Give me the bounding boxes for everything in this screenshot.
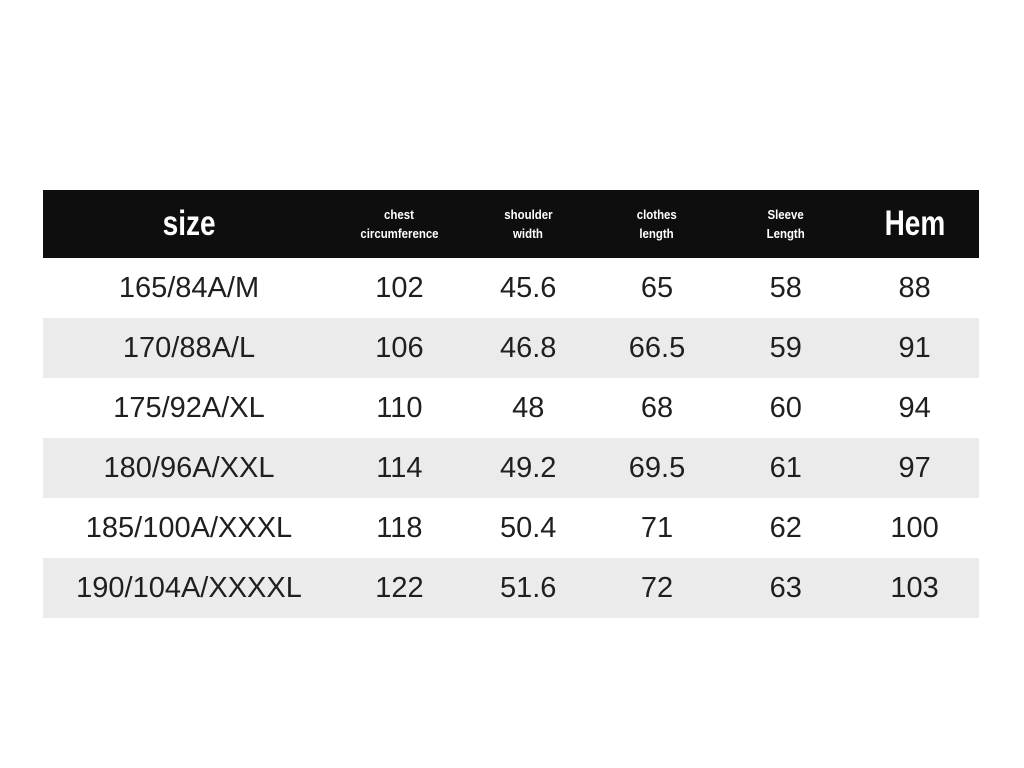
cell-size: 185/100A/XXXL [43, 498, 335, 558]
shoulder-value: 51.6 [499, 571, 557, 604]
clothes-value: 68 [640, 391, 674, 424]
header-chest-line1: chest [384, 206, 415, 222]
cell-hem: 88 [850, 258, 979, 318]
cell-sleeve: 58 [721, 258, 850, 318]
size-value: 165/84A/M [118, 271, 260, 304]
size-value: 175/92A/XL [113, 391, 265, 424]
table-row: 165/84A/M 102 45.6 65 58 88 [43, 258, 979, 318]
cell-size: 175/92A/XL [43, 378, 335, 438]
header-hem-label: Hem [884, 204, 945, 243]
cell-clothes: 71 [593, 498, 722, 558]
cell-shoulder: 45.6 [464, 258, 593, 318]
table-row: 175/92A/XL 110 48 68 60 94 [43, 378, 979, 438]
cell-clothes: 72 [593, 558, 722, 618]
cell-shoulder: 48 [464, 378, 593, 438]
cell-hem: 94 [850, 378, 979, 438]
header-size-label: size [162, 204, 216, 243]
header-cell-size: size [43, 190, 335, 258]
clothes-value: 65 [640, 271, 674, 304]
size-value: 190/104A/XXXXL [76, 571, 302, 604]
clothes-value: 69.5 [628, 451, 686, 484]
sleeve-value: 61 [769, 451, 802, 484]
cell-clothes: 66.5 [593, 318, 722, 378]
cell-sleeve: 63 [721, 558, 850, 618]
chest-value: 106 [375, 331, 424, 364]
shoulder-value: 48 [512, 391, 545, 424]
header-shoulder-line1: shoulder [504, 206, 553, 222]
cell-sleeve: 60 [721, 378, 850, 438]
header-cell-sleeve-length: Sleeve Length [721, 190, 850, 258]
table-row: 185/100A/XXXL 118 50.4 71 62 100 [43, 498, 979, 558]
sleeve-value: 60 [769, 391, 802, 424]
cell-hem: 91 [850, 318, 979, 378]
chest-value: 118 [376, 511, 423, 544]
table-row: 180/96A/XXL 114 49.2 69.5 61 97 [43, 438, 979, 498]
cell-sleeve: 62 [721, 498, 850, 558]
cell-clothes: 65 [593, 258, 722, 318]
sleeve-value: 59 [769, 331, 802, 364]
cell-chest: 102 [335, 258, 464, 318]
sleeve-value: 62 [769, 511, 802, 544]
hem-value: 100 [890, 511, 939, 544]
cell-size: 170/88A/L [43, 318, 335, 378]
chest-value: 110 [376, 391, 423, 424]
clothes-value: 71 [640, 511, 674, 544]
hem-value: 97 [898, 451, 931, 484]
clothes-value: 72 [640, 571, 674, 604]
header-sleeve-line1: Sleeve [767, 206, 804, 222]
header-cell-shoulder-width: shoulder width [464, 190, 593, 258]
sleeve-value: 58 [769, 271, 802, 304]
hem-value: 88 [898, 271, 931, 304]
cell-chest: 118 [335, 498, 464, 558]
header-clothes-line1: clothes [636, 206, 678, 222]
cell-chest: 114 [335, 438, 464, 498]
cell-shoulder: 46.8 [464, 318, 593, 378]
table-row: 190/104A/XXXXL 122 51.6 72 63 103 [43, 558, 979, 618]
shoulder-value: 49.2 [499, 451, 557, 484]
header-chest-line2: circumference [360, 226, 439, 241]
cell-chest: 106 [335, 318, 464, 378]
cell-sleeve: 61 [721, 438, 850, 498]
hem-value: 103 [890, 571, 939, 604]
cell-hem: 97 [850, 438, 979, 498]
clothes-value: 66.5 [628, 331, 686, 364]
sleeve-value: 63 [769, 571, 802, 604]
table-row: 170/88A/L 106 46.8 66.5 59 91 [43, 318, 979, 378]
hem-value: 91 [898, 331, 931, 364]
cell-hem: 100 [850, 498, 979, 558]
header-cell-hem: Hem [850, 190, 979, 258]
cell-size: 165/84A/M [43, 258, 335, 318]
size-chart-table: size chest circumference shoulder width … [43, 190, 979, 618]
chest-value: 122 [375, 571, 424, 604]
size-value: 180/96A/XXL [103, 451, 275, 484]
cell-shoulder: 49.2 [464, 438, 593, 498]
chest-value: 114 [376, 451, 423, 484]
cell-shoulder: 51.6 [464, 558, 593, 618]
cell-shoulder: 50.4 [464, 498, 593, 558]
header-cell-clothes-length: clothes length [593, 190, 722, 258]
cell-clothes: 69.5 [593, 438, 722, 498]
cell-chest: 122 [335, 558, 464, 618]
cell-hem: 103 [850, 558, 979, 618]
chest-value: 102 [375, 271, 424, 304]
cell-size: 190/104A/XXXXL [43, 558, 335, 618]
header-sleeve-line2: Length [766, 226, 805, 241]
cell-chest: 110 [335, 378, 464, 438]
header-cell-chest-circumference: chest circumference [335, 190, 464, 258]
table-header-row: size chest circumference shoulder width … [43, 190, 979, 258]
size-value: 170/88A/L [122, 331, 256, 364]
shoulder-value: 46.8 [499, 331, 557, 364]
cell-size: 180/96A/XXL [43, 438, 335, 498]
header-clothes-line2: length [639, 226, 675, 241]
shoulder-value: 45.6 [499, 271, 557, 304]
cell-sleeve: 59 [721, 318, 850, 378]
hem-value: 94 [898, 391, 931, 424]
size-value: 185/100A/XXXL [85, 511, 293, 544]
cell-clothes: 68 [593, 378, 722, 438]
header-shoulder-line2: width [513, 226, 544, 241]
shoulder-value: 50.4 [499, 511, 557, 544]
